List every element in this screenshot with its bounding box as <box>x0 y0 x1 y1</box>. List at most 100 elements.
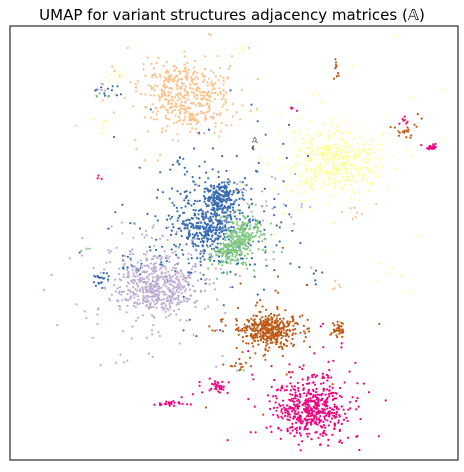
data-point <box>309 205 312 208</box>
data-point <box>196 94 199 97</box>
data-point <box>150 85 153 88</box>
data-point <box>222 211 226 214</box>
data-point <box>141 286 144 289</box>
data-point <box>174 102 177 105</box>
data-point <box>150 272 154 275</box>
data-point <box>298 266 301 269</box>
data-point <box>167 74 170 77</box>
data-point <box>207 128 210 131</box>
data-point <box>177 298 180 301</box>
data-point <box>371 169 374 173</box>
data-point <box>294 404 297 407</box>
data-point <box>217 170 220 173</box>
data-point <box>169 168 172 171</box>
data-point <box>203 230 206 233</box>
data-point <box>160 298 164 301</box>
data-point <box>225 190 228 193</box>
data-point <box>264 258 267 261</box>
data-point <box>199 98 202 101</box>
data-point <box>105 272 108 275</box>
data-point <box>222 103 225 106</box>
data-point <box>231 286 234 289</box>
data-point <box>145 295 148 298</box>
data-point <box>328 177 331 180</box>
data-point <box>272 333 275 336</box>
data-point <box>164 265 167 268</box>
data-point <box>199 220 202 223</box>
data-point <box>367 170 370 173</box>
data-point <box>200 290 203 293</box>
data-point <box>298 405 301 408</box>
data-point <box>214 233 218 236</box>
data-point <box>351 217 354 220</box>
data-point <box>405 122 408 125</box>
data-point <box>302 180 306 183</box>
data-point <box>255 225 258 229</box>
data-point <box>209 237 212 241</box>
data-point <box>264 249 267 252</box>
data-point <box>218 391 221 394</box>
data-point <box>344 166 347 170</box>
data-point <box>223 187 226 190</box>
data-point <box>177 308 180 311</box>
data-point <box>232 189 235 193</box>
data-point <box>166 287 170 290</box>
data-point <box>301 182 304 185</box>
data-point <box>211 226 214 229</box>
data-point <box>156 188 159 191</box>
data-point <box>147 266 150 269</box>
data-point <box>347 408 350 411</box>
data-point <box>178 115 181 119</box>
data-point <box>323 149 326 152</box>
data-point <box>186 298 190 301</box>
data-point <box>356 382 359 385</box>
data-point <box>322 154 325 158</box>
data-point <box>291 320 294 323</box>
data-point <box>225 221 228 224</box>
data-point <box>159 237 162 240</box>
data-point <box>237 224 240 227</box>
data-point <box>226 391 229 395</box>
data-point <box>243 184 246 187</box>
data-point <box>180 292 183 295</box>
data-point <box>97 88 100 91</box>
data-point <box>207 227 210 230</box>
data-point <box>257 240 260 243</box>
data-point <box>361 179 364 182</box>
data-point <box>119 71 122 74</box>
data-point <box>331 433 334 436</box>
data-point <box>208 107 211 110</box>
data-point <box>318 393 321 396</box>
data-point <box>291 385 294 388</box>
data-point <box>266 335 269 338</box>
data-point <box>204 202 207 205</box>
data-point <box>170 283 173 286</box>
data-point <box>184 280 187 283</box>
data-point <box>118 286 122 289</box>
data-point <box>154 281 158 284</box>
data-point <box>210 80 213 83</box>
data-point <box>275 317 278 320</box>
data-point <box>296 381 299 384</box>
data-point <box>284 338 287 341</box>
data-point <box>238 218 241 221</box>
data-point <box>317 436 320 439</box>
data-point <box>168 404 171 407</box>
data-point <box>349 183 352 186</box>
data-point <box>214 387 217 390</box>
data-point <box>235 188 238 191</box>
data-point <box>220 201 223 204</box>
data-point <box>178 214 181 217</box>
data-point <box>250 333 253 336</box>
data-point <box>224 245 227 248</box>
data-point <box>381 165 384 168</box>
data-point <box>179 319 182 322</box>
data-point <box>173 286 176 289</box>
data-point <box>152 324 155 327</box>
data-point <box>235 253 238 257</box>
data-point <box>207 217 210 220</box>
data-point <box>354 215 357 218</box>
data-point <box>154 289 157 292</box>
data-point <box>312 381 315 384</box>
data-point <box>169 107 172 110</box>
